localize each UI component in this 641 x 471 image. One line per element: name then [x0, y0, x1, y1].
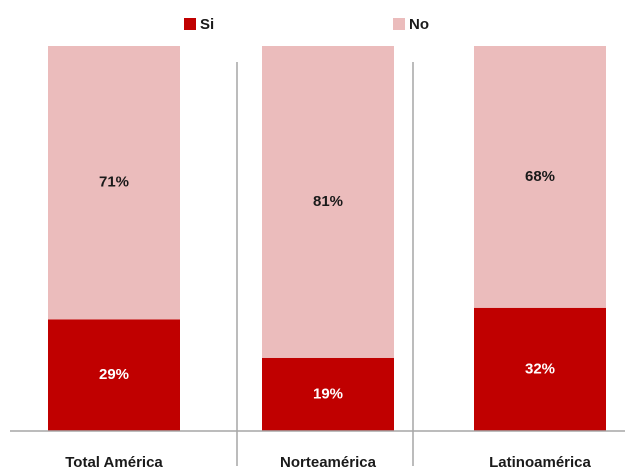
data-label: 19% [313, 385, 343, 402]
x-tick-label: Total América [65, 454, 163, 471]
data-label: 68% [525, 168, 555, 185]
x-tick-label: Latinoamérica [489, 454, 591, 471]
data-label: 32% [525, 360, 555, 377]
bar-segment [474, 307, 606, 431]
legend-swatch [393, 18, 405, 30]
data-label: 29% [99, 366, 129, 383]
bar-segment [262, 46, 394, 358]
bar-segment [48, 319, 180, 431]
x-tick-label: Norteamérica [280, 454, 377, 471]
bar-segment [262, 357, 394, 431]
data-label: 81% [313, 193, 343, 210]
bar-segment [48, 46, 180, 320]
legend-label: Si [200, 16, 214, 33]
legend-label: No [409, 16, 429, 33]
data-label: 71% [99, 174, 129, 191]
legend-swatch [184, 18, 196, 30]
bar-segment [474, 46, 606, 308]
